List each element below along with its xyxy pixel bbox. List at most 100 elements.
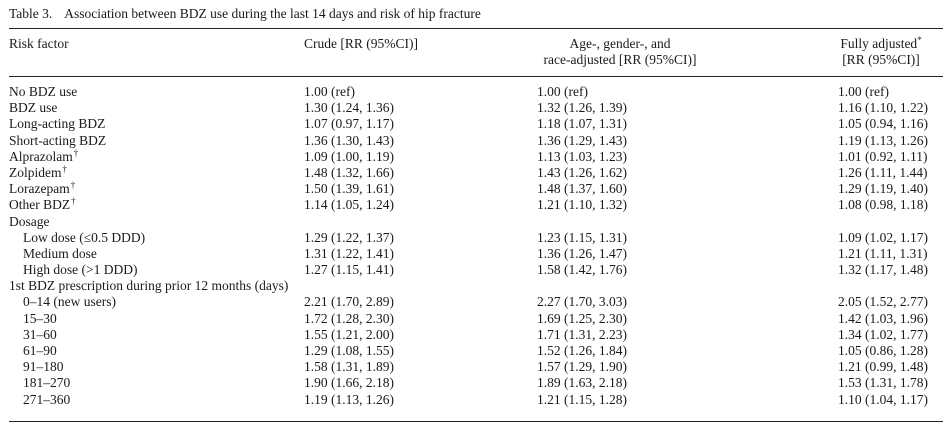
table-row: No BDZ use 1.00 (ref) 1.00 (ref) 1.00 (ref) (0, 84, 949, 100)
fully-adjusted-rr-cell: 1.09 (1.02, 1.17) (838, 229, 928, 245)
table-title: Association between BDZ use during the l… (64, 6, 481, 21)
age-adjusted-rr-cell: 1.69 (1.25, 2.30) (537, 310, 627, 326)
crude-rr-cell: 1.29 (1.08, 1.55) (304, 343, 394, 358)
crude-rr-cell: 1.07 (0.97, 1.17) (304, 116, 394, 132)
fully-adjusted-rr-cell: 1.53 (1.31, 1.78) (838, 375, 928, 391)
table-row: High dose (>1 DDD) 1.27 (1.15, 1.41) 1.58 … (0, 262, 949, 278)
age-adjusted-rr-cell: 1.18 (1.07, 1.31) (537, 116, 627, 132)
header-age-line1: Age-, gender-, and (569, 36, 671, 51)
risk-factor-label: 31–60 (23, 326, 57, 342)
crude-rr-cell: 1.36 (1.30, 1.43) (304, 132, 394, 148)
table-row: Zolpidem† 1.48 (1.32, 1.66) 1.43 (1.26, 1.… (0, 163, 949, 181)
age-adjusted-rr-cell: 1.36 (1.29, 1.43) (537, 132, 627, 148)
risk-factor-cell: Alprazolam† (9, 147, 79, 165)
table-row: Low dose (≤0.5 DDD) 1.29 (1.22, 1.37) 1.23… (0, 230, 949, 246)
risk-factor-cell: No BDZ use (9, 84, 77, 100)
age-adjusted-rr-cell: 1.48 (1.37, 1.60) (537, 181, 627, 197)
risk-factor-cell: BDZ use (9, 100, 57, 116)
risk-factor-label: 271–360 (23, 391, 71, 407)
risk-factor-cell: 31–60 (23, 327, 57, 343)
crude-rr-cell: 1.27 (1.15, 1.41) (304, 262, 394, 278)
table-row: BDZ use 1.30 (1.24, 1.36) 1.32 (1.26, 1.39… (0, 100, 949, 116)
risk-factor-label: Low dose (≤0.5 DDD) (23, 229, 146, 245)
fully-adjusted-rr-cell: 1.19 (1.13, 1.26) (838, 132, 928, 148)
table-row: Alprazolam† 1.09 (1.00, 1.19) 1.13 (1.03, … (0, 147, 949, 165)
risk-factor-cell: High dose (>1 DDD) (23, 262, 137, 278)
table-row: 181–270 1.90 (1.66, 2.18) 1.89 (1.63, 2.18… (0, 375, 949, 391)
fully-adjusted-rr-cell: 1.16 (1.10, 1.22) (838, 100, 928, 116)
header-full-line2: [RR (95%CI)] (842, 52, 920, 67)
crude-rr-cell: 1.19 (1.13, 1.26) (304, 391, 394, 407)
header-fully-adjusted: Fully adjusted* [RR (95%CI)] (816, 36, 946, 68)
risk-factor-cell: 61–90 (23, 343, 57, 359)
table-row: 31–60 1.55 (1.21, 2.00) 1.71 (1.31, 2.23) 1… (0, 327, 949, 343)
age-adjusted-rr-cell: 1.13 (1.03, 1.23) (537, 148, 627, 164)
risk-factor-label: Dosage (9, 213, 50, 229)
table-row: Short-acting BDZ 1.36 (1.30, 1.43) 1.36 (1… (0, 133, 949, 149)
risk-factor-cell: Dosage (9, 214, 50, 230)
table-row: 271–360 1.19 (1.13, 1.26) 1.21 (1.15, 1.28… (0, 392, 949, 408)
age-adjusted-rr-cell: 1.58 (1.42, 1.76) (537, 262, 627, 278)
risk-factor-cell: Other BDZ† (9, 197, 76, 213)
header-age-line2: race-adjusted [RR (95%CI)] (543, 52, 697, 67)
risk-factor-label: 15–30 (23, 310, 57, 326)
risk-factor-label: BDZ use (9, 100, 58, 116)
age-adjusted-rr-cell: 1.00 (ref) (537, 84, 588, 99)
fully-adjusted-rr-cell: 1.21 (1.11, 1.31) (838, 245, 928, 261)
risk-factor-label: Long-acting BDZ (9, 116, 106, 132)
table-row: 91–180 1.58 (1.31, 1.89) 1.57 (1.29, 1.90)… (0, 359, 949, 375)
crude-rr-cell: 1.09 (1.00, 1.19) (304, 148, 394, 164)
age-adjusted-rr-cell: 1.71 (1.31, 2.23) (537, 326, 627, 342)
table-row: Lorazepam† 1.50 (1.39, 1.61) 1.48 (1.37, 1… (0, 181, 949, 197)
fully-adjusted-rr-cell: 1.29 (1.19, 1.40) (838, 181, 928, 197)
crude-rr-cell: 1.14 (1.05, 1.24) (304, 197, 394, 213)
footnote-dagger: † (70, 180, 76, 191)
risk-factor-label: 1st BDZ prescription during prior 12 mon… (9, 278, 289, 294)
crude-rr-cell: 1.31 (1.22, 1.41) (304, 245, 394, 261)
risk-factor-label: 181–270 (23, 375, 71, 391)
crude-rr-cell: 2.21 (1.70, 2.89) (304, 294, 394, 310)
risk-factor-label: Zolpidem (9, 164, 62, 180)
age-adjusted-rr-cell: 1.89 (1.63, 2.18) (537, 375, 627, 391)
age-adjusted-rr-cell: 1.21 (1.15, 1.28) (537, 391, 627, 407)
fully-adjusted-rr-cell: 1.32 (1.17, 1.48) (838, 262, 928, 278)
crude-rr-cell: 1.58 (1.31, 1.89) (304, 359, 394, 375)
risk-factor-cell: Lorazepam† (9, 181, 75, 197)
crude-rr-cell: 1.48 (1.32, 1.66) (304, 164, 394, 180)
table-row: 61–90 1.29 (1.08, 1.55) 1.52 (1.26, 1.84) 1… (0, 343, 949, 359)
table-row: Medium dose 1.31 (1.22, 1.41) 1.36 (1.26, … (0, 246, 949, 262)
age-adjusted-rr-cell: 1.57 (1.29, 1.90) (537, 359, 627, 375)
footnote-dagger: † (62, 163, 68, 174)
risk-factor-cell: Medium dose (23, 246, 97, 262)
fully-adjusted-rr-cell: 1.26 (1.11, 1.44) (838, 164, 928, 180)
risk-factor-label: Short-acting BDZ (9, 132, 107, 148)
fully-adjusted-rr-cell: 1.10 (1.04, 1.17) (838, 391, 928, 407)
crude-rr-cell: 1.00 (ref) (304, 84, 355, 99)
table-row: Other BDZ† 1.14 (1.05, 1.24) 1.21 (1.10, 1… (0, 197, 949, 213)
risk-factor-cell: 181–270 (23, 375, 70, 391)
age-adjusted-rr-cell: 1.23 (1.15, 1.31) (537, 229, 627, 245)
fully-adjusted-rr-cell: 1.00 (ref) (838, 84, 889, 99)
risk-factor-cell: 0–14 (new users) (23, 294, 116, 310)
table-row: 15–30 1.72 (1.28, 2.30) 1.69 (1.25, 2.30) 1… (0, 311, 949, 327)
risk-factor-cell: Zolpidem† (9, 163, 68, 181)
footnote-dagger: † (73, 147, 79, 158)
crude-rr-cell: 1.90 (1.66, 2.18) (304, 375, 394, 391)
bottom-rule (9, 421, 943, 422)
crude-rr-cell: 1.72 (1.28, 2.30) (304, 310, 394, 326)
header-risk-factor: Risk factor (9, 36, 69, 51)
table-body: No BDZ use 1.00 (ref) 1.00 (ref) 1.00 (ref)… (0, 84, 949, 408)
risk-factor-cell: Short-acting BDZ (9, 133, 106, 149)
header-age-adjusted: Age-, gender-, and race-adjusted [RR (95… (500, 36, 740, 68)
top-rule (9, 28, 943, 29)
crude-rr-cell: 1.30 (1.24, 1.36) (304, 100, 394, 116)
risk-factor-label: Alprazolam (9, 148, 73, 164)
crude-rr-cell: 1.55 (1.21, 2.00) (304, 326, 394, 342)
table-number: Table 3. (9, 6, 53, 21)
risk-factor-label: 91–180 (23, 359, 64, 375)
risk-factor-cell: 1st BDZ prescription during prior 12 mon… (9, 278, 288, 294)
risk-factor-cell: 91–180 (23, 359, 64, 375)
risk-factor-cell: Low dose (≤0.5 DDD) (23, 230, 145, 246)
risk-factor-label: 61–90 (23, 343, 57, 358)
risk-factor-cell: 15–30 (23, 311, 57, 327)
